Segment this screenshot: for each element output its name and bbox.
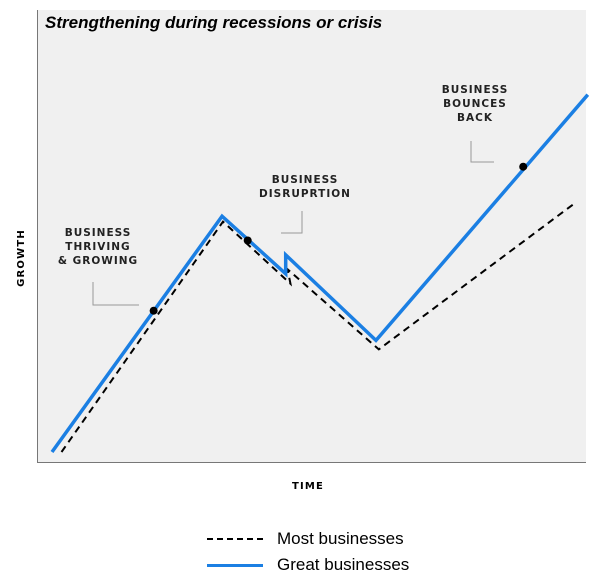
annotation-layer: BUSINESS THRIVING & GROWING BUSINESS DISRUPR… (58, 84, 528, 315)
annotation-leader-3 (470, 141, 494, 163)
legend: Most businesses Great businesses (207, 526, 409, 578)
annotation-label-3: BUSINESS BOUNCES BACK (442, 84, 509, 124)
annotation-leader-2 (281, 211, 303, 234)
legend-swatch-solid (207, 563, 263, 567)
chart: Strengthening during recessions or crisi… (16, 10, 590, 492)
series-layer (50, 93, 590, 454)
series-line-great-businesses (50, 93, 590, 454)
annotation-label-2: BUSINESS DISRUPRTION (259, 174, 351, 200)
legend-item-most-businesses: Most businesses (207, 526, 409, 552)
annotation-label-1: BUSINESS THRIVING & GROWING (58, 227, 138, 267)
y-axis-label: GROWTH (16, 229, 27, 287)
legend-item-great-businesses: Great businesses (207, 552, 409, 578)
legend-label-great-businesses: Great businesses (277, 555, 410, 574)
legend-swatch-dashed (207, 538, 263, 540)
annotation-marker-3 (519, 162, 528, 171)
legend-label-most-businesses: Most businesses (277, 529, 404, 548)
series-line-most-businesses (60, 201, 577, 453)
annotation-leader-1 (92, 282, 139, 306)
plot-background (37, 10, 586, 463)
x-axis-label: TIME (292, 481, 324, 492)
chart-title: Strengthening during recessions or crisi… (45, 13, 382, 32)
annotation-marker-1 (149, 306, 158, 315)
annotation-marker-2 (243, 236, 252, 245)
